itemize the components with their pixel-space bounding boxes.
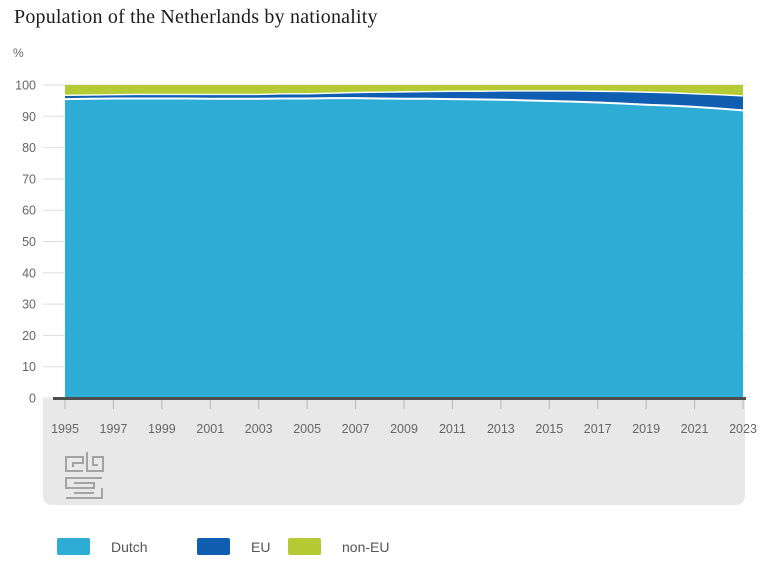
y-tick-label: 60 [22, 204, 36, 218]
y-tick-label: 20 [22, 329, 36, 343]
x-tick-label: 2005 [293, 422, 321, 436]
legend-label-dutch: Dutch [111, 538, 148, 555]
x-tick-label: 1999 [148, 422, 176, 436]
cbs-logo [66, 488, 103, 499]
plot-footer-band [43, 399, 745, 505]
series-boundary-line [64, 90, 744, 97]
legend-swatch-eu [197, 538, 230, 555]
y-tick-label: 30 [22, 298, 36, 312]
plot-area-eu [65, 90, 743, 111]
x-tick-label: 2021 [681, 422, 709, 436]
x-tick-label: 2003 [245, 422, 273, 436]
y-tick-label: 80 [22, 141, 36, 155]
y-tick-label: 100 [15, 79, 36, 93]
x-tick-label: 2007 [342, 422, 370, 436]
y-tick-label: 10 [22, 360, 36, 374]
legend-swatch-dutch [57, 538, 90, 555]
y-tick-label: 40 [22, 266, 36, 280]
y-tick-label: 70 [22, 172, 36, 186]
x-tick-label: 2017 [584, 422, 612, 436]
legend-swatch-non-eu [288, 538, 321, 555]
cbs-logo [65, 477, 102, 489]
x-tick-label: 2001 [196, 422, 224, 436]
legend-item-non-eu[interactable]: non-EU [288, 538, 389, 555]
y-tick-label: 90 [22, 110, 36, 124]
plot-area-non-eu [65, 85, 743, 96]
x-tick-label: 1995 [51, 422, 79, 436]
series-boundary-line [64, 97, 744, 112]
legend-item-dutch[interactable]: Dutch [57, 538, 148, 555]
cbs-logo [65, 456, 84, 472]
x-tick-label: 2013 [487, 422, 515, 436]
y-tick-label: 50 [22, 235, 36, 249]
x-tick-label: 2011 [439, 422, 466, 436]
legend-item-eu[interactable]: EU [197, 538, 270, 555]
y-axis-unit-label: % [13, 46, 24, 60]
x-tick-label: 1997 [100, 422, 128, 436]
legend-label-non-eu: non-EU [342, 538, 390, 555]
x-tick-label: 2023 [729, 422, 757, 436]
legend-label-eu: EU [251, 538, 271, 555]
x-tick-label: 2019 [632, 422, 660, 436]
x-tick-label: 2015 [535, 422, 563, 436]
chart-legend: Dutch EU non-EU [0, 538, 768, 564]
chart-title: Population of the Netherlands by nationa… [14, 6, 378, 28]
cbs-logo [86, 452, 104, 472]
y-tick-label: 0 [29, 392, 36, 406]
plot-area-dutch [65, 98, 743, 399]
x-tick-label: 2009 [390, 422, 418, 436]
